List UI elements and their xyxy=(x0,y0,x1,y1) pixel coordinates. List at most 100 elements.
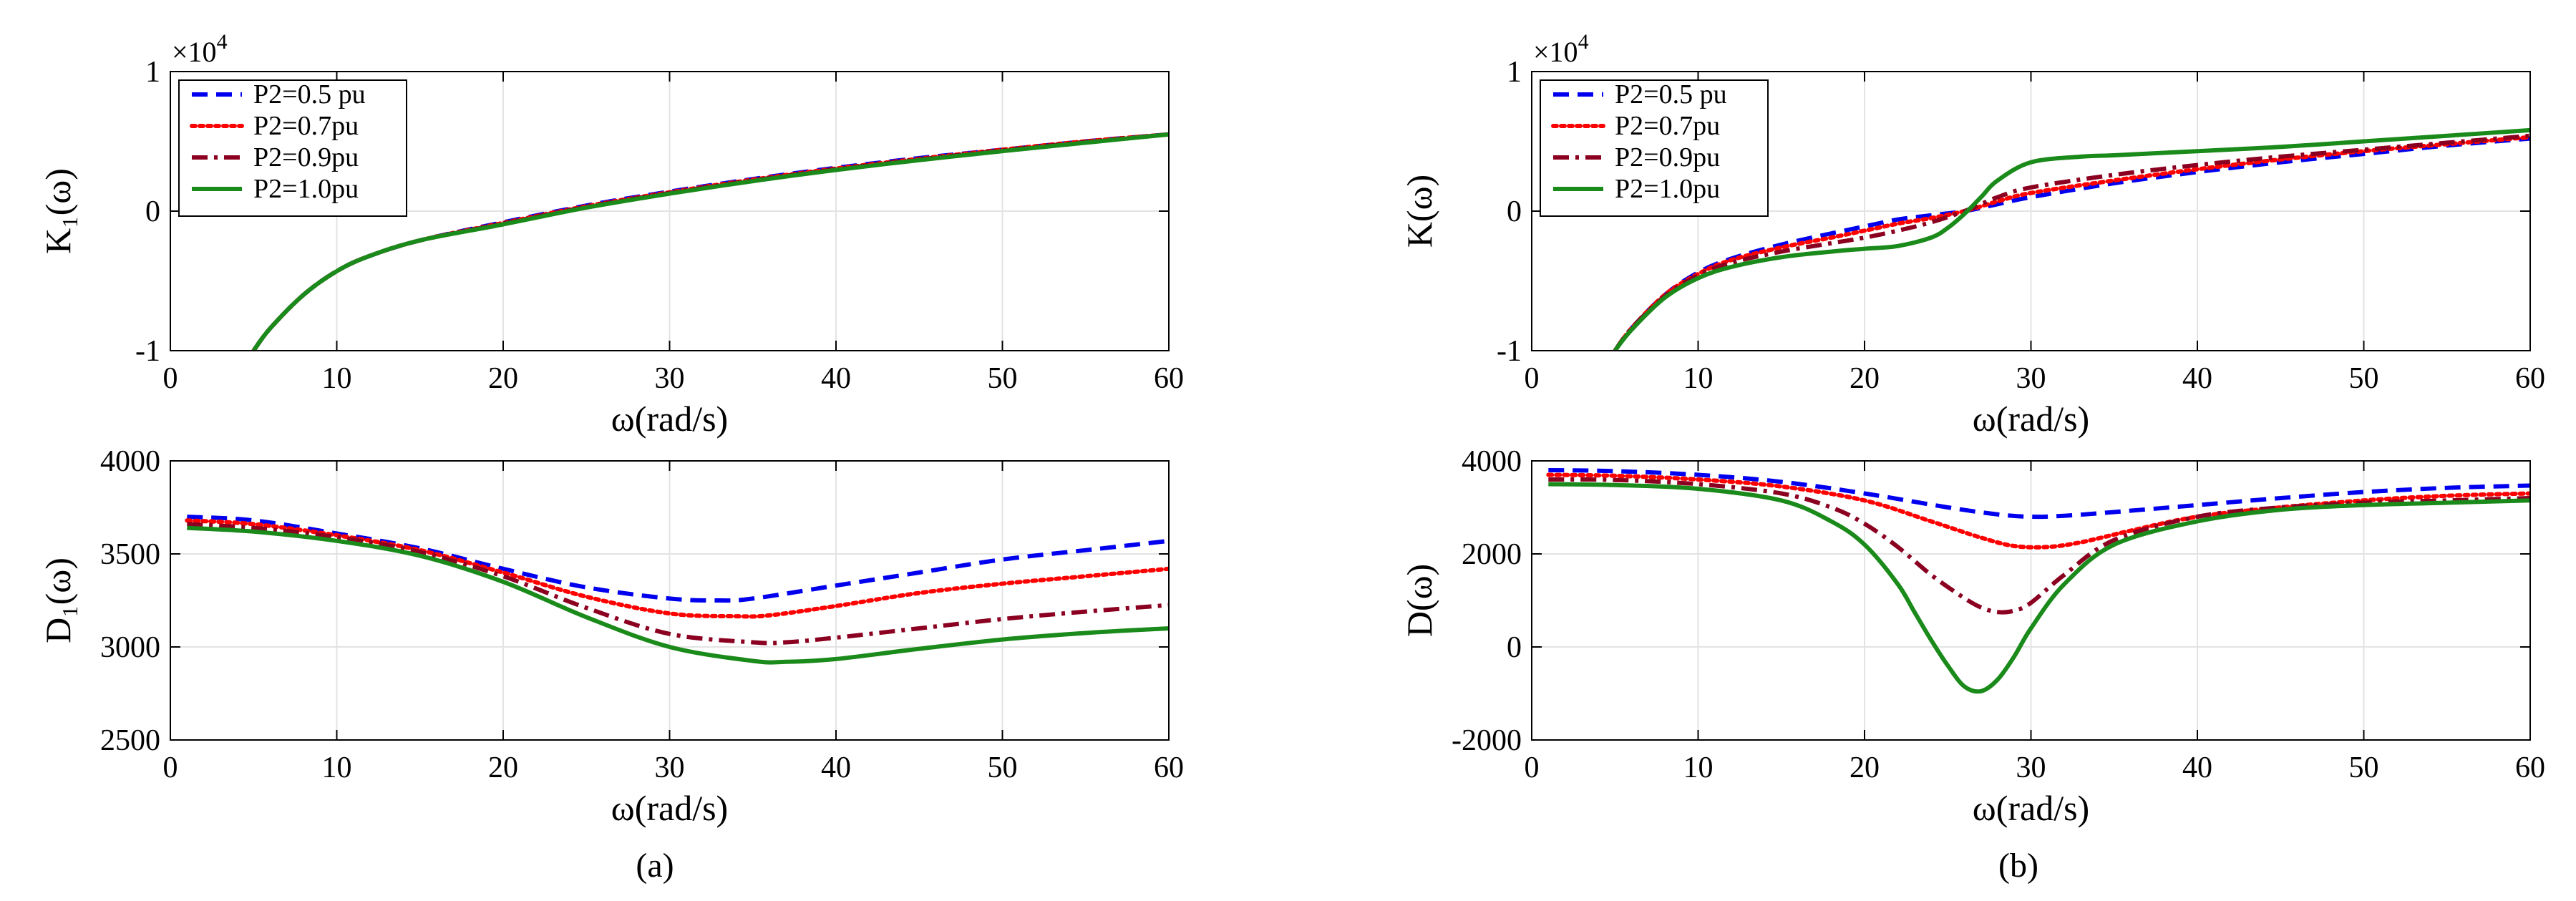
y-tick-label: 3000 xyxy=(100,631,160,664)
y-tick-labels: 2500 3000 3500 4000 xyxy=(100,445,160,757)
legend-label: P2=0.7pu xyxy=(253,111,359,141)
y-tick-label: -1 xyxy=(1497,335,1522,368)
y-axis-label: D₁(ω) xyxy=(38,557,78,643)
series-line-p2-1-0pu xyxy=(251,132,1169,351)
x-axis-label: ω(rad/s) xyxy=(1973,788,2089,828)
x-tick-label: 0 xyxy=(163,751,178,784)
x-tick-label: 10 xyxy=(322,751,352,784)
plot-frame xyxy=(1531,71,2531,351)
legend-box xyxy=(1540,79,1769,217)
x-axis-label: ω(rad/s) xyxy=(611,399,728,439)
y-tick-label: 0 xyxy=(1507,631,1522,664)
x-tick-label: 60 xyxy=(1154,362,1184,395)
y-exponent-power: 4 xyxy=(217,30,228,54)
y-tick-labels: -1 0 1 xyxy=(135,56,160,368)
x-tick-label: 40 xyxy=(2182,751,2212,784)
series-lines xyxy=(185,515,1169,665)
x-axis-label: ω(rad/s) xyxy=(1973,399,2089,439)
legend-label: P2=1.0pu xyxy=(1615,174,1720,204)
series-line-p2-1-0pu xyxy=(187,525,1169,665)
plot-frame xyxy=(170,460,1170,741)
y-tick-label: 1 xyxy=(1507,56,1522,89)
legend-label: P2=0.9pu xyxy=(1615,142,1720,172)
legend-label: P2=0.5 pu xyxy=(1615,79,1727,109)
y-axis-label: K(ω) xyxy=(1399,175,1439,248)
x-tick-label: 50 xyxy=(2349,751,2379,784)
x-tick-label: 10 xyxy=(1683,751,1714,784)
y-tick-label: 3500 xyxy=(100,538,160,571)
y-tick-label: 4000 xyxy=(100,445,160,478)
x-tick-label: 30 xyxy=(655,362,685,395)
y-tick-label: 2500 xyxy=(100,724,160,757)
x-tick-label: 20 xyxy=(488,362,518,395)
y-axis-label: D(ω) xyxy=(1399,564,1439,637)
x-tick-labels: 0 10 20 30 40 50 60 xyxy=(1525,751,2546,784)
x-tick-label: 50 xyxy=(988,751,1018,784)
x-tick-label: 50 xyxy=(2349,362,2379,395)
x-tick-label: 30 xyxy=(2016,751,2046,784)
y-tick-label: 0 xyxy=(145,195,160,228)
x-tick-label: 40 xyxy=(2182,362,2212,395)
series-line-p2-0-7pu xyxy=(1546,472,2530,550)
x-tick-label: 20 xyxy=(1850,751,1880,784)
y-axis-label: K₁(ω) xyxy=(38,168,78,254)
series-lines xyxy=(1546,468,2530,694)
y-exponent: ×104 xyxy=(172,30,228,68)
x-tick-label: 0 xyxy=(163,362,178,395)
legend-box xyxy=(178,79,407,217)
series-lines xyxy=(251,132,1169,351)
x-tick-label: 50 xyxy=(988,362,1018,395)
y-tick-label: 0 xyxy=(1507,195,1522,228)
y-exponent-base: ×10 xyxy=(1533,36,1578,68)
plot-frame xyxy=(1531,460,2531,741)
x-tick-label: 60 xyxy=(2515,362,2545,395)
x-tick-label: 20 xyxy=(488,751,518,784)
legend-label: P2=0.9pu xyxy=(253,142,359,172)
panel-label-a: (a) xyxy=(636,847,674,885)
x-tick-labels: 0 10 20 30 40 50 60 xyxy=(163,362,1185,395)
x-tick-label: 40 xyxy=(821,751,851,784)
series-line-p2-1-0pu xyxy=(1548,482,2530,694)
x-tick-label: 20 xyxy=(1850,362,1880,395)
x-tick-labels: 0 10 20 30 40 50 60 xyxy=(1525,362,2546,395)
k-plot: 0 10 20 30 40 50 60 -101 ω(rad/s) K(ω) ×104 P2… xyxy=(1399,30,2545,439)
series-lines xyxy=(1613,127,2530,351)
y-exponent: ×104 xyxy=(1533,30,1589,68)
legend-label: P2=0.5 pu xyxy=(253,79,366,109)
x-tick-labels: 0 10 20 30 40 50 60 xyxy=(163,751,1185,784)
y-exponent-base: ×10 xyxy=(172,36,217,68)
y-tick-label: 4000 xyxy=(1462,445,1522,478)
x-tick-label: 40 xyxy=(821,362,851,395)
series-line-p2-0-9pu xyxy=(1548,477,2530,615)
y-tick-label: -1 xyxy=(135,335,160,368)
y-tick-labels: -2000 0 2000 4000 xyxy=(1452,445,1522,757)
legend-label: P2=0.7pu xyxy=(1615,111,1720,141)
y-tick-label: 2000 xyxy=(1462,538,1522,571)
panel-label-b: (b) xyxy=(1998,847,2038,885)
series-line-p2-0-5-pu xyxy=(1548,468,2530,520)
x-tick-label: 0 xyxy=(1525,362,1540,395)
x-axis-label: ω(rad/s) xyxy=(611,788,728,828)
series-line-p2-0-7pu xyxy=(185,518,1169,619)
x-tick-label: 30 xyxy=(655,751,685,784)
y-exponent-power: 4 xyxy=(1578,30,1589,54)
series-line-p2-0-9pu xyxy=(187,522,1169,646)
legend-label: P2=1.0pu xyxy=(253,174,359,204)
x-tick-label: 10 xyxy=(1683,362,1714,395)
y-tick-label: 1 xyxy=(145,56,160,89)
x-tick-label: 60 xyxy=(2515,751,2545,784)
k1-plot: 0 10 20 30 40 50 60 -101 ω(rad/s) K₁(ω) ×104 P… xyxy=(38,30,1184,439)
series-line-p2-0-9pu xyxy=(1613,133,2530,351)
x-tick-label: 60 xyxy=(1154,751,1184,784)
x-tick-label: 30 xyxy=(2016,362,2046,395)
plot-frame xyxy=(170,71,1170,351)
y-tick-label: -2000 xyxy=(1452,724,1522,757)
x-tick-label: 0 xyxy=(1525,751,1540,784)
x-tick-label: 10 xyxy=(322,362,352,395)
series-line-p2-1-0pu xyxy=(1613,127,2530,351)
